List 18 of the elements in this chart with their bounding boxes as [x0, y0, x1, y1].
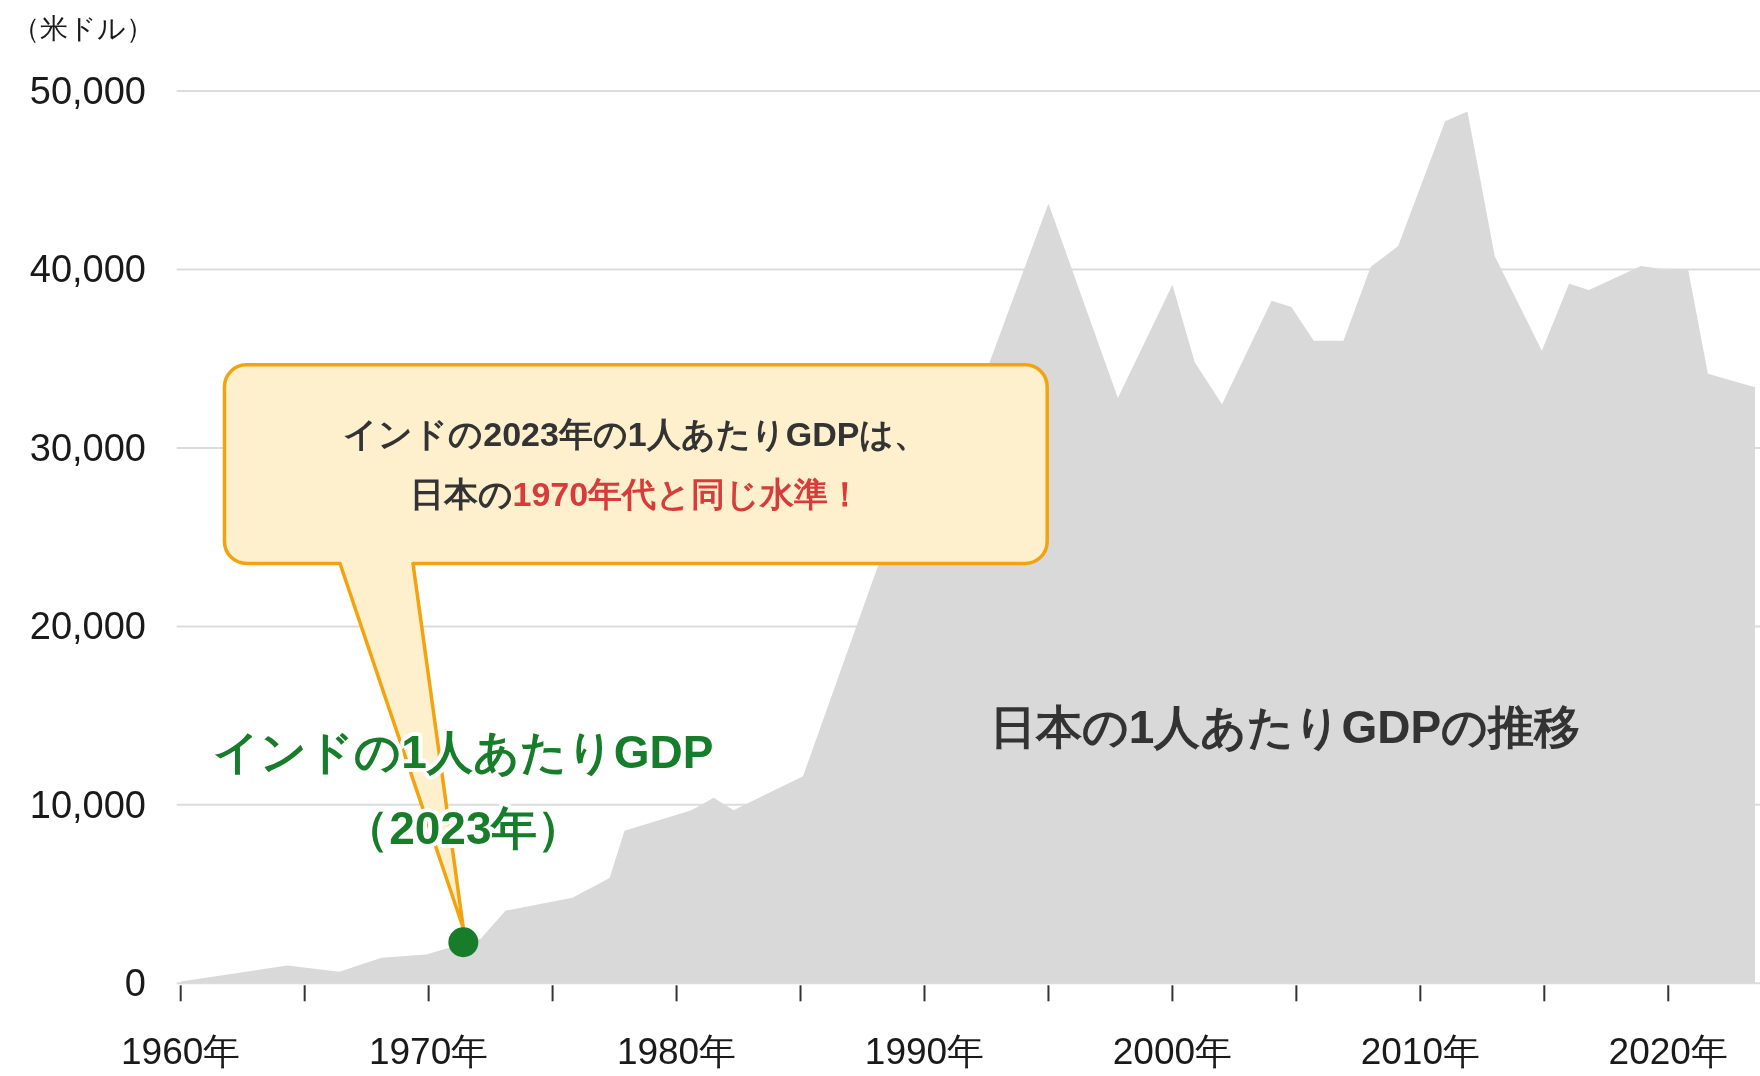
- x-tick-label: 2010年: [1360, 1031, 1480, 1072]
- x-tick-label: 1960年: [121, 1031, 241, 1072]
- y-tick-label: 20,000: [29, 605, 146, 648]
- x-tick-label: 1980年: [616, 1031, 737, 1072]
- y-tick-label: 30,000: [29, 426, 146, 469]
- annotation: インドの2023年の1人あたりGDPは、: [343, 415, 929, 453]
- y-axis-title: （米ドル）: [12, 13, 154, 44]
- x-tick-label: 1990年: [864, 1031, 985, 1072]
- y-tick-label: 40,000: [29, 248, 146, 291]
- x-tick-label: 2020年: [1608, 1031, 1728, 1072]
- annotation: 1970年代と同じ水準！: [512, 475, 863, 513]
- x-tick-label: 2000年: [1112, 1031, 1233, 1072]
- y-tick-label: 50,000: [29, 70, 146, 112]
- x-tick-label: 1970年: [368, 1031, 489, 1072]
- annotation: 日本の: [409, 475, 513, 513]
- series-label: 日本の1人あたりGDPの推移: [989, 701, 1581, 753]
- y-tick-label: 10,000: [29, 783, 146, 826]
- y-tick-label: 0: [124, 962, 146, 1005]
